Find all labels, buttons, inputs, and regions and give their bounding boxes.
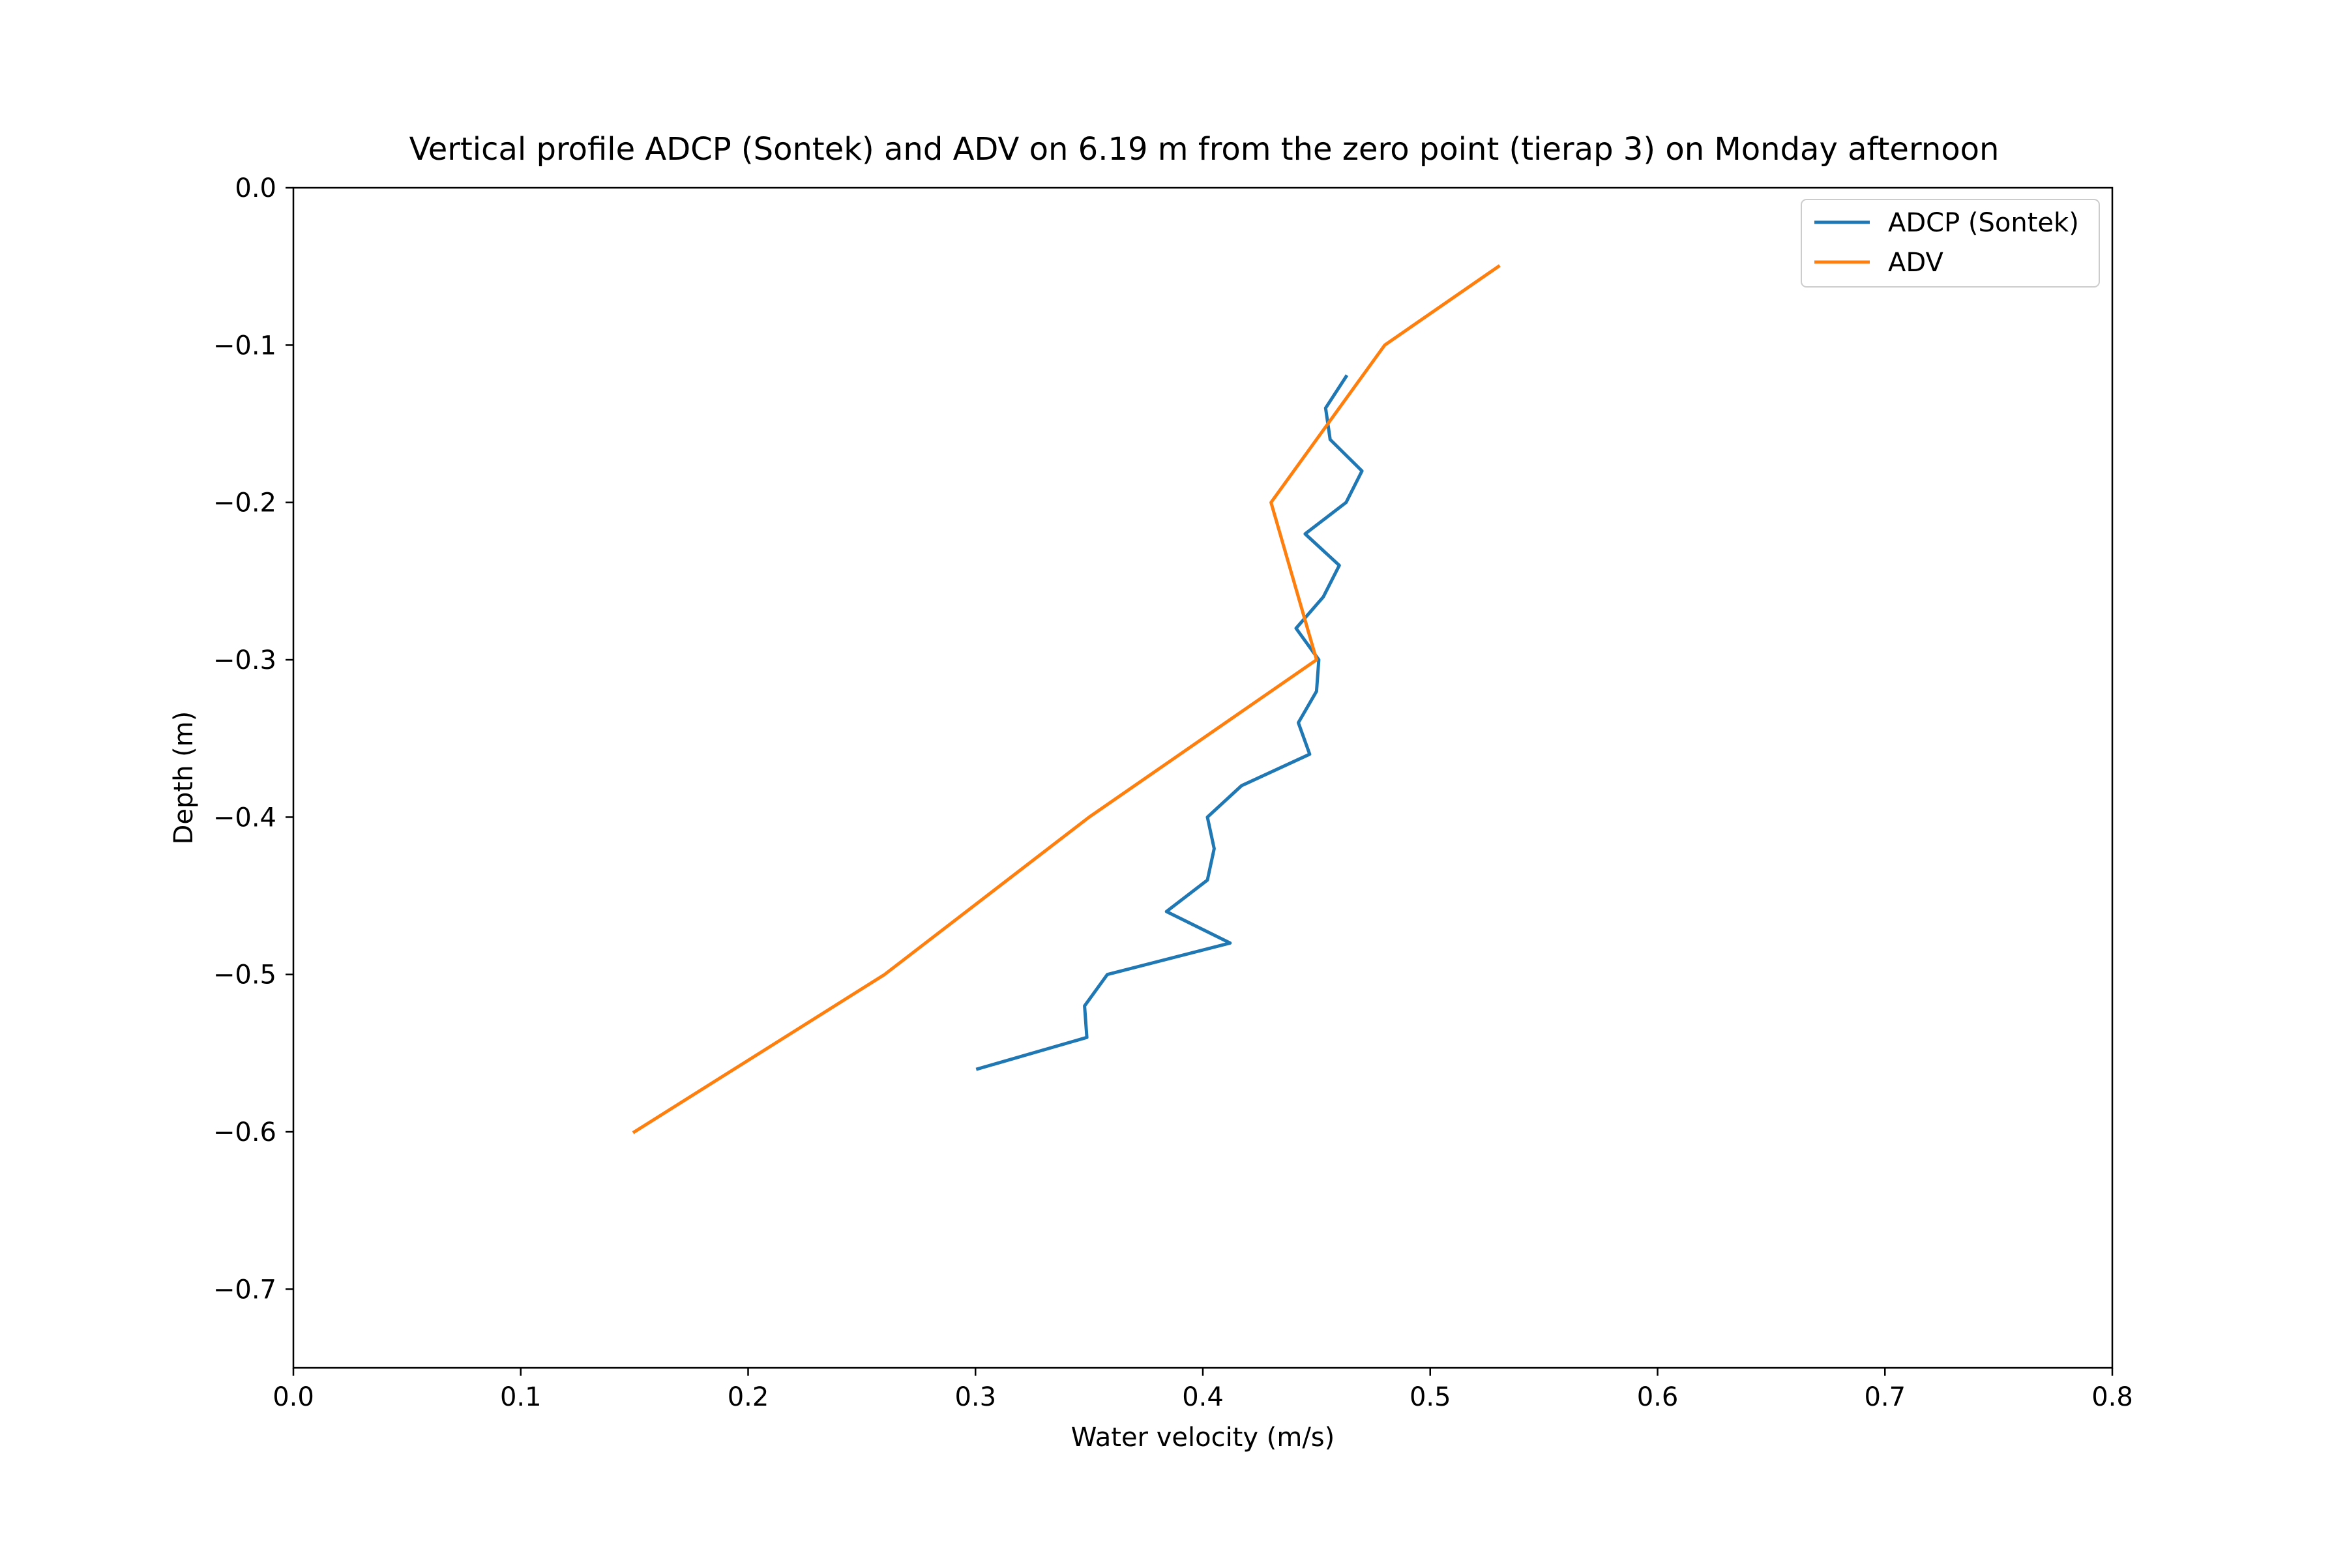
- series-layer: [632, 264, 1501, 1134]
- x-axis-label: Water velocity (m/s): [1071, 1423, 1335, 1453]
- chart-title: Vertical profile ADCP (Sontek) and ADV o…: [409, 131, 2000, 168]
- series-line-adv: [632, 264, 1501, 1134]
- x-tick-label: 0.3: [954, 1382, 996, 1412]
- legend-box: [1801, 199, 2100, 288]
- y-tick-label: −0.6: [213, 1117, 276, 1147]
- plot-area: [292, 186, 2114, 1369]
- legend: ADCP (Sontek) ADV: [1801, 199, 2100, 288]
- x-tick-label: 0.0: [273, 1382, 314, 1412]
- x-tick-label: 0.1: [500, 1382, 542, 1412]
- y-tick-label: −0.2: [213, 488, 276, 518]
- x-tick-label: 0.7: [1864, 1382, 1906, 1412]
- y-tick-label: −0.4: [213, 803, 276, 833]
- legend-label-adv: ADV: [1888, 248, 1943, 278]
- y-tick-label: −0.3: [213, 645, 276, 675]
- x-tick-label: 0.6: [1637, 1382, 1679, 1412]
- y-tick-label: 0.0: [235, 173, 276, 203]
- x-axis-ticks: 0.0 0.1 0.2 0.3 0.4 0.5 0.6 0.7 0.8: [273, 1368, 2133, 1412]
- plot-frame: [292, 186, 2114, 1369]
- x-tick-label: 0.2: [728, 1382, 769, 1412]
- legend-label-adcp: ADCP (Sontek): [1888, 208, 2079, 238]
- x-tick-label: 0.4: [1182, 1382, 1224, 1412]
- y-axis-ticks: 0.0 −0.1 −0.2 −0.3 −0.4 −0.5 −0.6 −0.7: [213, 173, 293, 1305]
- y-tick-label: −0.5: [213, 960, 276, 990]
- y-tick-label: −0.7: [213, 1275, 276, 1305]
- x-tick-label: 0.5: [1410, 1382, 1451, 1412]
- series-line-adcp-sontek: [975, 374, 1364, 1071]
- y-tick-label: −0.1: [213, 331, 276, 361]
- y-axis-label: Depth (m): [169, 711, 199, 845]
- x-tick-label: 0.8: [2091, 1382, 2133, 1412]
